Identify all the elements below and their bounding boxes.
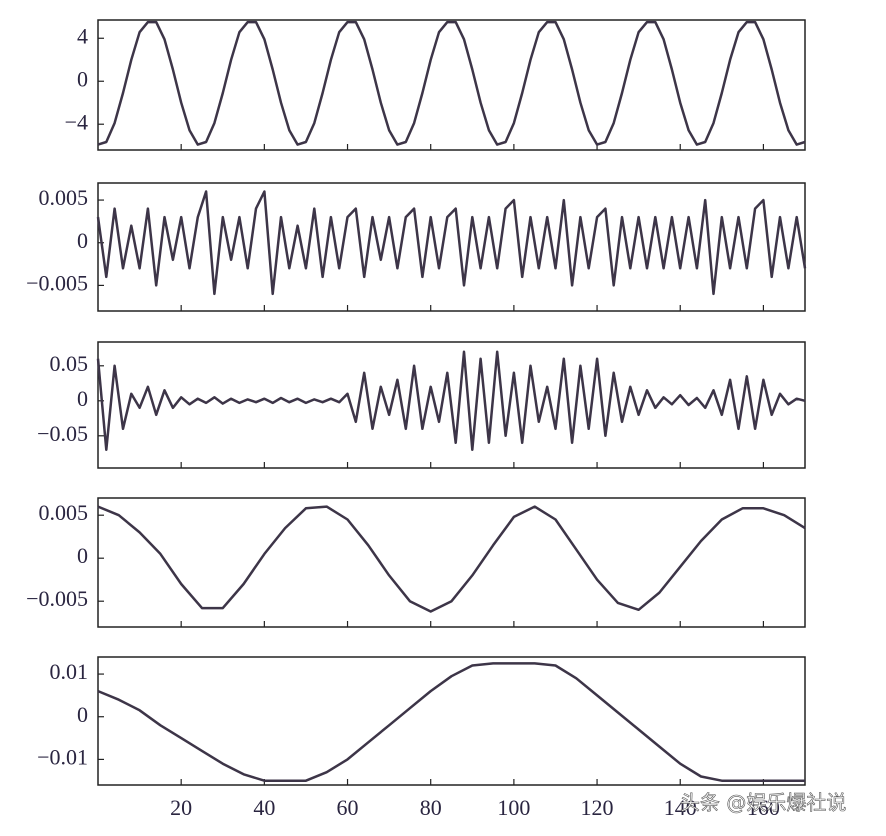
y-tick-label: −0.005 bbox=[26, 270, 88, 295]
signal-line bbox=[97, 662, 805, 782]
y-tick-label: −0.05 bbox=[37, 421, 88, 446]
plot-frame bbox=[97, 497, 806, 628]
y-tick-label: 0 bbox=[77, 228, 88, 253]
y-tick-label: 0 bbox=[77, 66, 88, 91]
x-tick-label: 140 bbox=[664, 795, 697, 820]
watermark: 头条 @娱乐爆社说 bbox=[680, 791, 846, 815]
y-tick-label: −4 bbox=[65, 109, 88, 134]
x-tick-label: 60 bbox=[337, 795, 359, 820]
x-tick-label: 100 bbox=[497, 795, 530, 820]
signal-line bbox=[97, 20, 806, 146]
y-tick-label: 0 bbox=[77, 543, 88, 568]
signal-line bbox=[97, 505, 806, 613]
plot-frame bbox=[97, 19, 806, 151]
y-tick-label: 0.005 bbox=[39, 185, 89, 210]
plot-frame bbox=[97, 341, 806, 469]
x-tick-label: 120 bbox=[581, 795, 614, 820]
y-tick-label: 0.005 bbox=[39, 500, 89, 525]
y-tick-label: −0.01 bbox=[37, 744, 88, 769]
signal-line bbox=[96, 350, 806, 452]
y-tick-label: 0 bbox=[77, 702, 88, 727]
signal-line bbox=[96, 190, 807, 296]
plot-frame bbox=[97, 656, 806, 786]
plot-frame bbox=[97, 182, 806, 312]
y-tick-label: 4 bbox=[77, 23, 88, 48]
y-tick-label: −0.005 bbox=[26, 586, 88, 611]
y-tick-label: 0 bbox=[77, 386, 88, 411]
y-tick-label: 0.01 bbox=[50, 659, 89, 684]
x-tick-label: 80 bbox=[420, 795, 442, 820]
y-tick-label: 0.05 bbox=[50, 351, 89, 376]
x-tick-label: 20 bbox=[170, 795, 192, 820]
x-tick-label: 40 bbox=[253, 795, 275, 820]
x-tick-label: 160 bbox=[747, 795, 780, 820]
